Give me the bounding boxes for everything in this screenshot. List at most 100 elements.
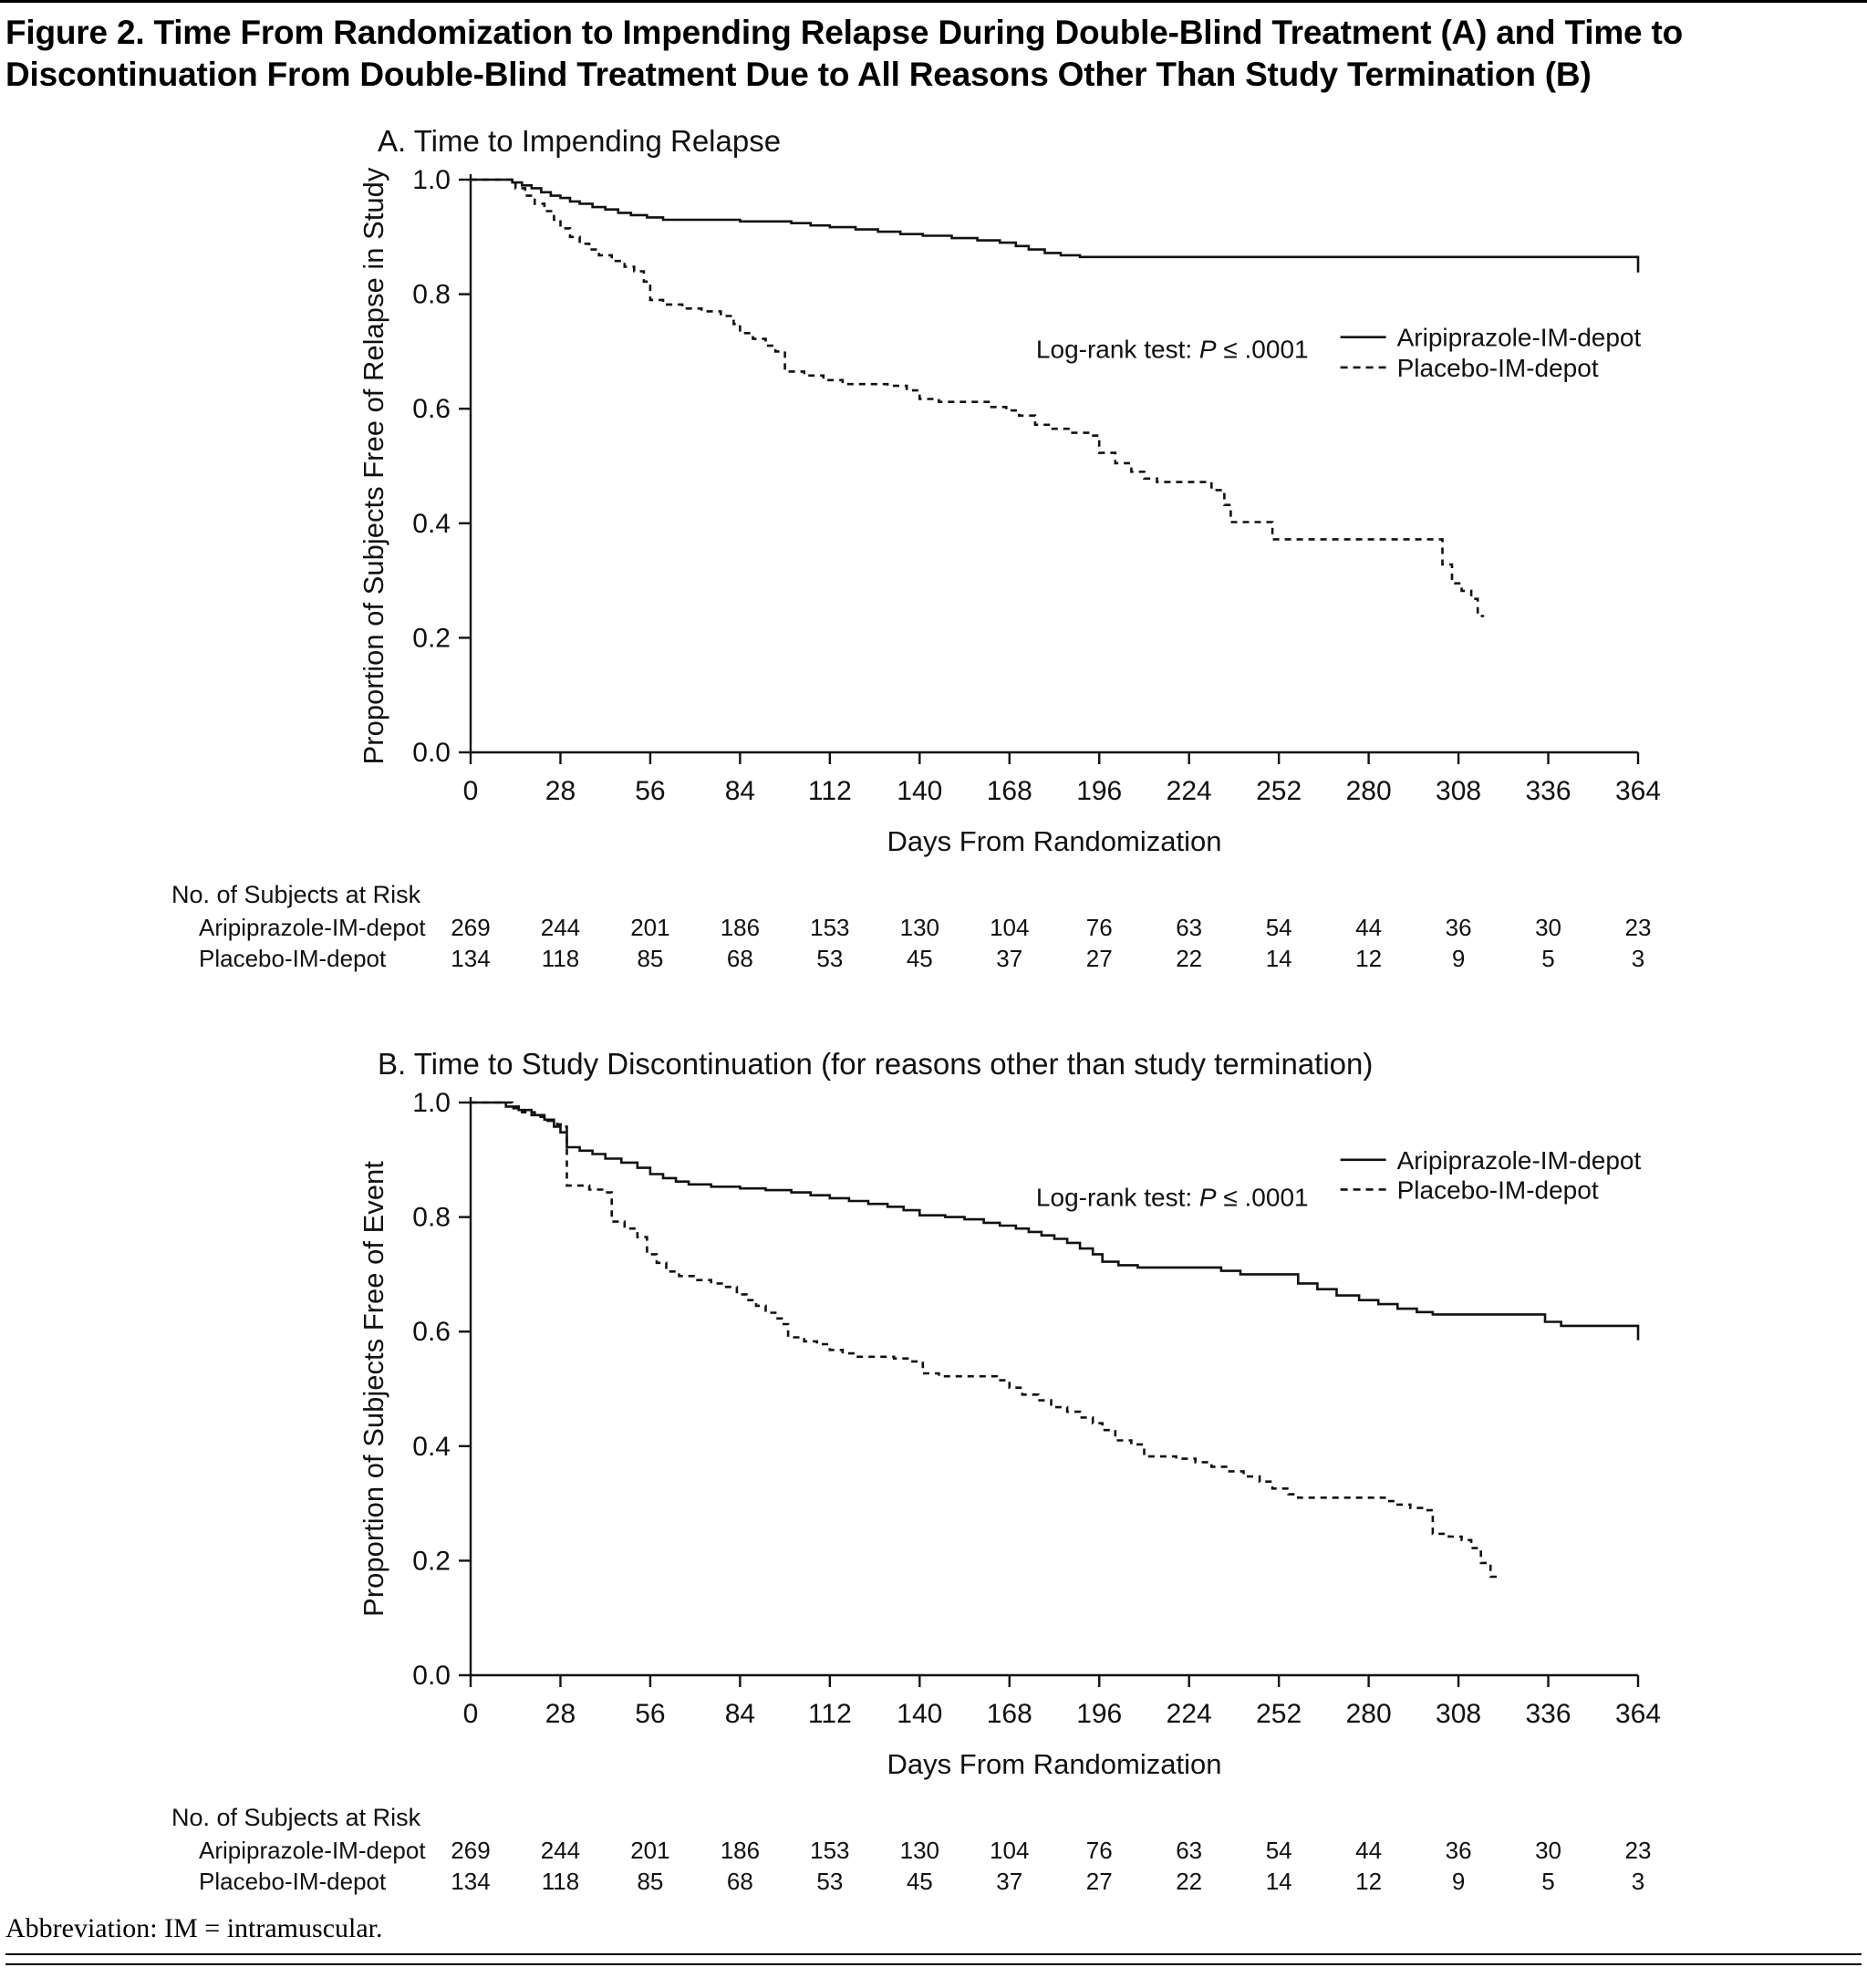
risk-row-label: Aripiprazole-IM-depot <box>199 1837 426 1864</box>
x-axis-label: Days From Randomization <box>887 1748 1222 1780</box>
legend-label: Aripiprazole-IM-depot <box>1397 323 1642 351</box>
risk-count: 14 <box>1266 945 1292 972</box>
risk-count: 53 <box>816 945 843 972</box>
y-tick-label: 0.4 <box>412 508 451 538</box>
x-tick-label: 224 <box>1167 776 1212 806</box>
x-tick-label: 112 <box>808 776 852 806</box>
x-tick-label: 0 <box>463 1699 479 1729</box>
risk-count: 68 <box>727 1868 753 1895</box>
panel-title: A. Time to Impending Relapse <box>378 124 781 158</box>
x-tick-label: 364 <box>1615 1699 1661 1729</box>
series-aripiprazole <box>471 1101 1640 1341</box>
risk-count: 68 <box>727 945 753 972</box>
x-tick-label: 224 <box>1167 1699 1212 1729</box>
x-tick-label: 308 <box>1436 1699 1481 1729</box>
risk-count: 63 <box>1176 1837 1202 1864</box>
risk-count: 44 <box>1355 914 1382 941</box>
bottom-rule-2 <box>5 1962 1862 1965</box>
y-tick-label: 0.2 <box>412 1546 451 1576</box>
risk-count: 153 <box>810 1837 849 1864</box>
risk-count: 37 <box>996 945 1022 972</box>
risk-count: 118 <box>542 1868 579 1895</box>
risk-count: 104 <box>990 914 1029 941</box>
y-tick-label: 0.0 <box>412 738 451 768</box>
series-aripiprazole <box>471 178 1640 273</box>
y-tick-label: 0.4 <box>412 1431 451 1461</box>
risk-count: 9 <box>1452 945 1465 972</box>
legend-label: Placebo-IM-depot <box>1397 1175 1599 1204</box>
risk-count: 63 <box>1176 914 1202 941</box>
risk-count: 134 <box>451 1868 490 1895</box>
x-tick-label: 308 <box>1436 776 1481 806</box>
risk-table-header: No. of Subjects at Risk <box>171 881 421 908</box>
risk-count: 153 <box>810 914 849 941</box>
x-axis-label: Days From Randomization <box>887 825 1222 857</box>
x-tick-label: 84 <box>725 1699 755 1729</box>
x-tick-label: 112 <box>808 1699 852 1729</box>
series-placebo <box>471 1101 1500 1578</box>
risk-count: 12 <box>1355 945 1382 972</box>
risk-count: 118 <box>542 945 579 972</box>
risk-count: 104 <box>990 1837 1029 1864</box>
x-tick-label: 56 <box>635 1699 665 1729</box>
risk-count: 45 <box>907 1868 933 1895</box>
y-tick-label: 1.0 <box>412 1088 451 1118</box>
logrank-annotation: Log-rank test: P ≤ .0001 <box>1036 335 1309 363</box>
figure-title: Figure 2. Time From Randomization to Imp… <box>5 14 1684 94</box>
risk-count: 27 <box>1086 1868 1113 1895</box>
risk-count: 76 <box>1086 914 1113 941</box>
risk-count: 269 <box>451 1837 490 1864</box>
x-tick-label: 56 <box>635 776 665 806</box>
risk-count: 44 <box>1355 1837 1382 1864</box>
risk-count: 30 <box>1535 914 1561 941</box>
risk-count: 27 <box>1086 945 1113 972</box>
x-tick-label: 364 <box>1615 776 1661 806</box>
risk-count: 23 <box>1625 1837 1652 1864</box>
risk-count: 36 <box>1446 1837 1472 1864</box>
risk-count: 45 <box>907 945 933 972</box>
panel-a-kaplan-meier-chart: A. Time to Impending Relapse 0.0 0.2 0.4 0.6… <box>171 124 1661 972</box>
x-tick-label: 28 <box>545 1699 576 1729</box>
y-tick-label: 0.0 <box>412 1661 451 1691</box>
risk-count: 3 <box>1632 1868 1644 1895</box>
y-tick-label: 0.6 <box>412 1317 451 1347</box>
risk-count: 134 <box>451 945 490 972</box>
y-tick-label: 1.0 <box>412 165 451 195</box>
risk-count: 5 <box>1541 1868 1554 1895</box>
risk-count: 30 <box>1535 1837 1561 1864</box>
risk-count: 269 <box>451 914 490 941</box>
x-tick-label: 140 <box>897 776 942 806</box>
risk-count: 14 <box>1266 1868 1292 1895</box>
x-tick-label: 28 <box>545 776 576 806</box>
y-tick-label: 0.8 <box>412 1202 451 1232</box>
risk-count: 201 <box>630 1837 669 1864</box>
x-tick-label: 196 <box>1076 776 1122 806</box>
x-tick-label: 84 <box>725 776 755 806</box>
risk-count: 201 <box>630 914 669 941</box>
risk-count: 54 <box>1266 1837 1292 1864</box>
y-axis-label: Proportion of Subjects Free of Relapse i… <box>358 167 389 764</box>
x-tick-label: 168 <box>987 776 1032 806</box>
risk-count: 23 <box>1625 914 1652 941</box>
risk-count: 36 <box>1446 914 1472 941</box>
risk-count: 130 <box>900 914 939 941</box>
panel-b-kaplan-meier-chart: B. Time to Study Discontinuation (for re… <box>171 1047 1661 1895</box>
x-tick-label: 252 <box>1256 776 1302 806</box>
risk-count: 22 <box>1176 945 1202 972</box>
panel-title: B. Time to Study Discontinuation (for re… <box>378 1047 1373 1081</box>
risk-count: 130 <box>900 1837 939 1864</box>
y-tick-label: 0.6 <box>412 394 451 424</box>
x-tick-label: 252 <box>1256 1699 1302 1729</box>
risk-row-label: Placebo-IM-depot <box>199 1868 387 1895</box>
risk-table-header: No. of Subjects at Risk <box>171 1804 421 1831</box>
risk-count: 9 <box>1452 1868 1465 1895</box>
risk-count: 244 <box>541 1837 580 1864</box>
risk-count: 54 <box>1266 914 1292 941</box>
x-tick-label: 280 <box>1346 776 1392 806</box>
y-axis-label: Proportion of Subjects Free of Event <box>358 1160 389 1616</box>
logrank-annotation: Log-rank test: P ≤ .0001 <box>1036 1183 1309 1211</box>
risk-count: 5 <box>1541 945 1554 972</box>
y-tick-label: 0.8 <box>412 279 451 309</box>
bottom-rule-1 <box>5 1952 1862 1955</box>
